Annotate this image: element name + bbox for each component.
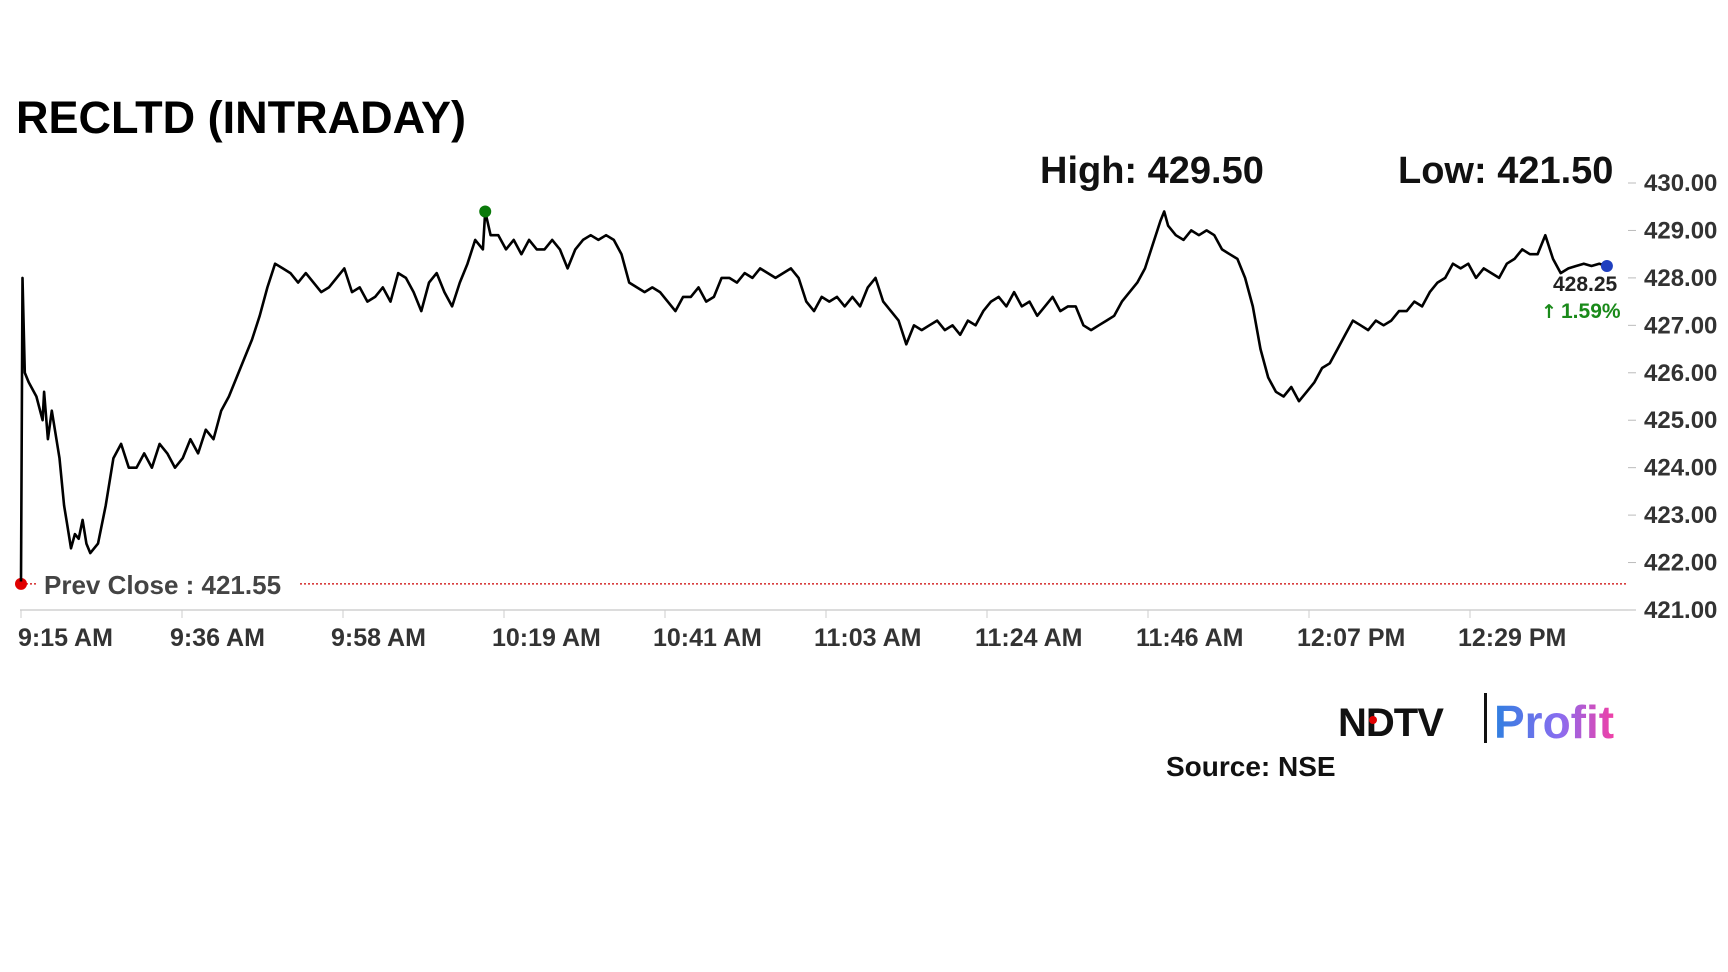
y-tick-label: 421.00 (1644, 597, 1717, 624)
y-tick-label: 425.00 (1644, 407, 1717, 434)
x-tick-label: 12:07 PM (1297, 624, 1405, 652)
y-tick-label: 426.00 (1644, 360, 1717, 387)
x-tick-label: 9:36 AM (170, 624, 265, 652)
x-tick-label: 9:15 AM (18, 624, 113, 652)
x-axis-ticks: 9:15 AM 9:36 AM 9:58 AM 10:19 AM 10:41 AM 11:… (18, 610, 1566, 652)
ndtv-profit-logo: NDTV Profit (1338, 693, 1614, 748)
profit-logo-text: Profit (1494, 696, 1614, 748)
ndtv-logo-text: NDTV (1338, 701, 1444, 745)
price-series-line (19, 210, 1608, 582)
prev-close-label: Prev Close : 421.55 (44, 570, 281, 600)
y-tick-label: 424.00 (1644, 455, 1717, 482)
x-tick-label: 11:24 AM (975, 624, 1082, 652)
y-axis-ticks: 430.00 429.00 428.00 427.00 426.00 425.00 424.… (1628, 170, 1717, 624)
y-tick-label: 430.00 (1644, 170, 1717, 197)
source-label: Source: NSE (1166, 751, 1336, 782)
last-price-label: 428.25 (1553, 273, 1618, 296)
x-tick-label: 10:41 AM (653, 624, 762, 652)
y-tick-label: 429.00 (1644, 217, 1717, 244)
low-label: Low: 421.50 (1398, 150, 1613, 192)
chart-title: RECLTD (INTRADAY) (16, 92, 466, 143)
y-tick-label: 427.00 (1644, 312, 1717, 339)
high-marker (479, 205, 492, 218)
y-tick-label: 422.00 (1644, 550, 1717, 577)
up-arrow-icon: ↑ (1541, 301, 1557, 323)
y-tick-label: 428.00 (1644, 265, 1717, 292)
logo-divider (1484, 693, 1487, 743)
y-tick-label: 423.00 (1644, 502, 1717, 529)
x-tick-label: 11:03 AM (814, 624, 921, 652)
x-tick-label: 10:19 AM (492, 624, 601, 652)
x-tick-label: 12:29 PM (1458, 624, 1566, 652)
prev-close-marker (15, 577, 27, 590)
x-tick-label: 9:58 AM (331, 624, 426, 652)
last-price-marker (1600, 260, 1613, 273)
x-tick-label: 11:46 AM (1136, 624, 1243, 652)
high-label: High: 429.50 (1040, 150, 1264, 192)
change-percent: 1.59% (1561, 300, 1621, 323)
logo-red-dot (1369, 716, 1377, 724)
